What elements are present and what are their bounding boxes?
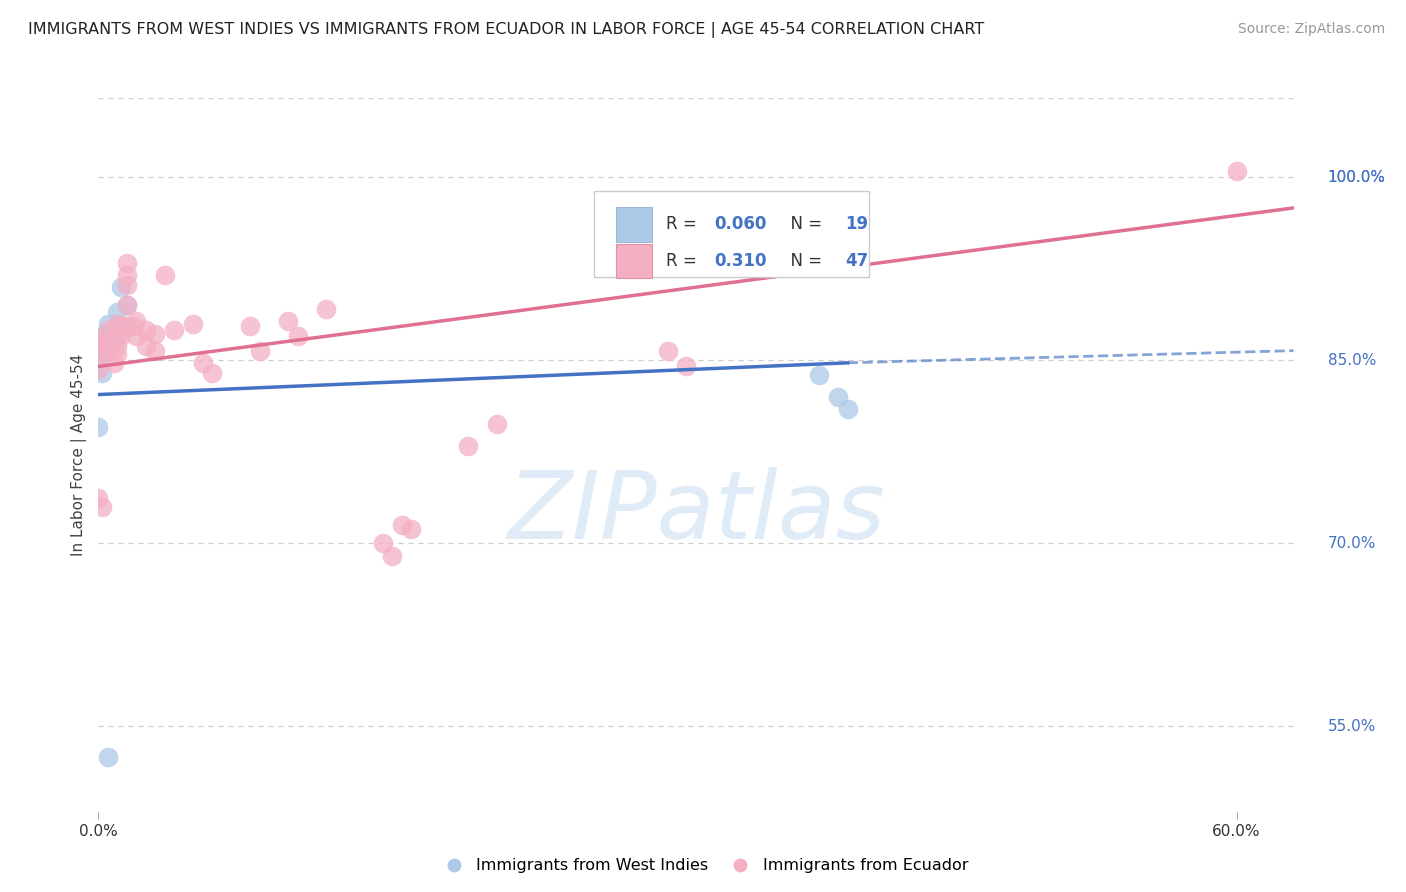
Point xyxy=(110,329,132,343)
Point xyxy=(97,749,120,764)
Legend: Immigrants from West Indies, Immigrants from Ecuador: Immigrants from West Indies, Immigrants … xyxy=(432,852,974,880)
Point xyxy=(87,491,110,506)
Text: 85.0%: 85.0% xyxy=(1327,353,1376,368)
Point xyxy=(103,356,125,370)
Point xyxy=(115,277,138,292)
Point xyxy=(97,329,120,343)
Text: R =: R = xyxy=(666,252,707,269)
Point xyxy=(808,368,831,382)
Text: 47: 47 xyxy=(845,252,869,269)
Point xyxy=(87,341,110,355)
Point xyxy=(121,319,143,334)
Point xyxy=(657,343,679,358)
Point xyxy=(105,339,128,353)
Point xyxy=(239,319,262,334)
Point xyxy=(143,343,166,358)
Point xyxy=(91,329,114,343)
Point xyxy=(105,329,128,343)
Y-axis label: In Labor Force | Age 45-54: In Labor Force | Age 45-54 xyxy=(72,354,87,556)
Point xyxy=(87,351,110,365)
Point xyxy=(249,343,271,358)
Point xyxy=(87,362,110,376)
Text: 0.060: 0.060 xyxy=(714,216,766,234)
Point xyxy=(105,304,128,318)
Point xyxy=(191,356,214,370)
Point xyxy=(87,335,110,350)
Point xyxy=(87,339,110,353)
Point xyxy=(110,280,132,294)
Point xyxy=(115,268,138,282)
Point xyxy=(837,402,859,417)
Point xyxy=(287,329,309,343)
Point xyxy=(125,329,148,343)
Point xyxy=(391,518,413,533)
Point xyxy=(91,366,114,380)
Point xyxy=(135,339,157,353)
Point xyxy=(181,317,204,331)
Point xyxy=(87,420,110,434)
Text: 0.310: 0.310 xyxy=(714,252,766,269)
Point xyxy=(153,268,176,282)
FancyBboxPatch shape xyxy=(595,191,869,277)
Point xyxy=(105,317,128,331)
Text: ZIPatlas: ZIPatlas xyxy=(508,467,884,558)
Point xyxy=(485,417,508,431)
Point xyxy=(97,335,120,350)
Point xyxy=(97,323,120,337)
Point xyxy=(97,343,120,358)
Point xyxy=(371,536,394,550)
Point xyxy=(105,317,128,331)
Point xyxy=(91,331,114,345)
Point xyxy=(125,314,148,328)
Point xyxy=(827,390,849,404)
Point xyxy=(105,347,128,361)
Text: 100.0%: 100.0% xyxy=(1327,169,1386,185)
Point xyxy=(457,439,479,453)
FancyBboxPatch shape xyxy=(616,244,652,278)
FancyBboxPatch shape xyxy=(616,207,652,242)
Point xyxy=(97,317,120,331)
Point xyxy=(201,366,224,380)
Point xyxy=(675,359,697,374)
Point xyxy=(277,314,299,328)
Point xyxy=(91,339,114,353)
Point xyxy=(401,522,423,536)
Point xyxy=(91,500,114,514)
Point xyxy=(315,302,337,317)
Point xyxy=(110,319,132,334)
Point xyxy=(1226,164,1249,178)
Text: IMMIGRANTS FROM WEST INDIES VS IMMIGRANTS FROM ECUADOR IN LABOR FORCE | AGE 45-5: IMMIGRANTS FROM WEST INDIES VS IMMIGRANT… xyxy=(28,22,984,38)
Point xyxy=(381,549,404,563)
Point xyxy=(115,298,138,312)
Text: N =: N = xyxy=(779,252,827,269)
Point xyxy=(115,298,138,312)
Point xyxy=(103,331,125,345)
Point xyxy=(115,256,138,270)
Text: N =: N = xyxy=(779,216,827,234)
Text: Source: ZipAtlas.com: Source: ZipAtlas.com xyxy=(1237,22,1385,37)
Text: 100.0%: 100.0% xyxy=(1327,169,1386,185)
Point xyxy=(135,323,157,337)
Text: 70.0%: 70.0% xyxy=(1327,536,1376,551)
Text: 19: 19 xyxy=(845,216,869,234)
Point xyxy=(115,319,138,334)
Text: R =: R = xyxy=(666,216,707,234)
Point xyxy=(87,347,110,361)
Point xyxy=(87,353,110,368)
Point xyxy=(143,326,166,341)
Point xyxy=(163,323,186,337)
Text: 55.0%: 55.0% xyxy=(1327,719,1376,734)
